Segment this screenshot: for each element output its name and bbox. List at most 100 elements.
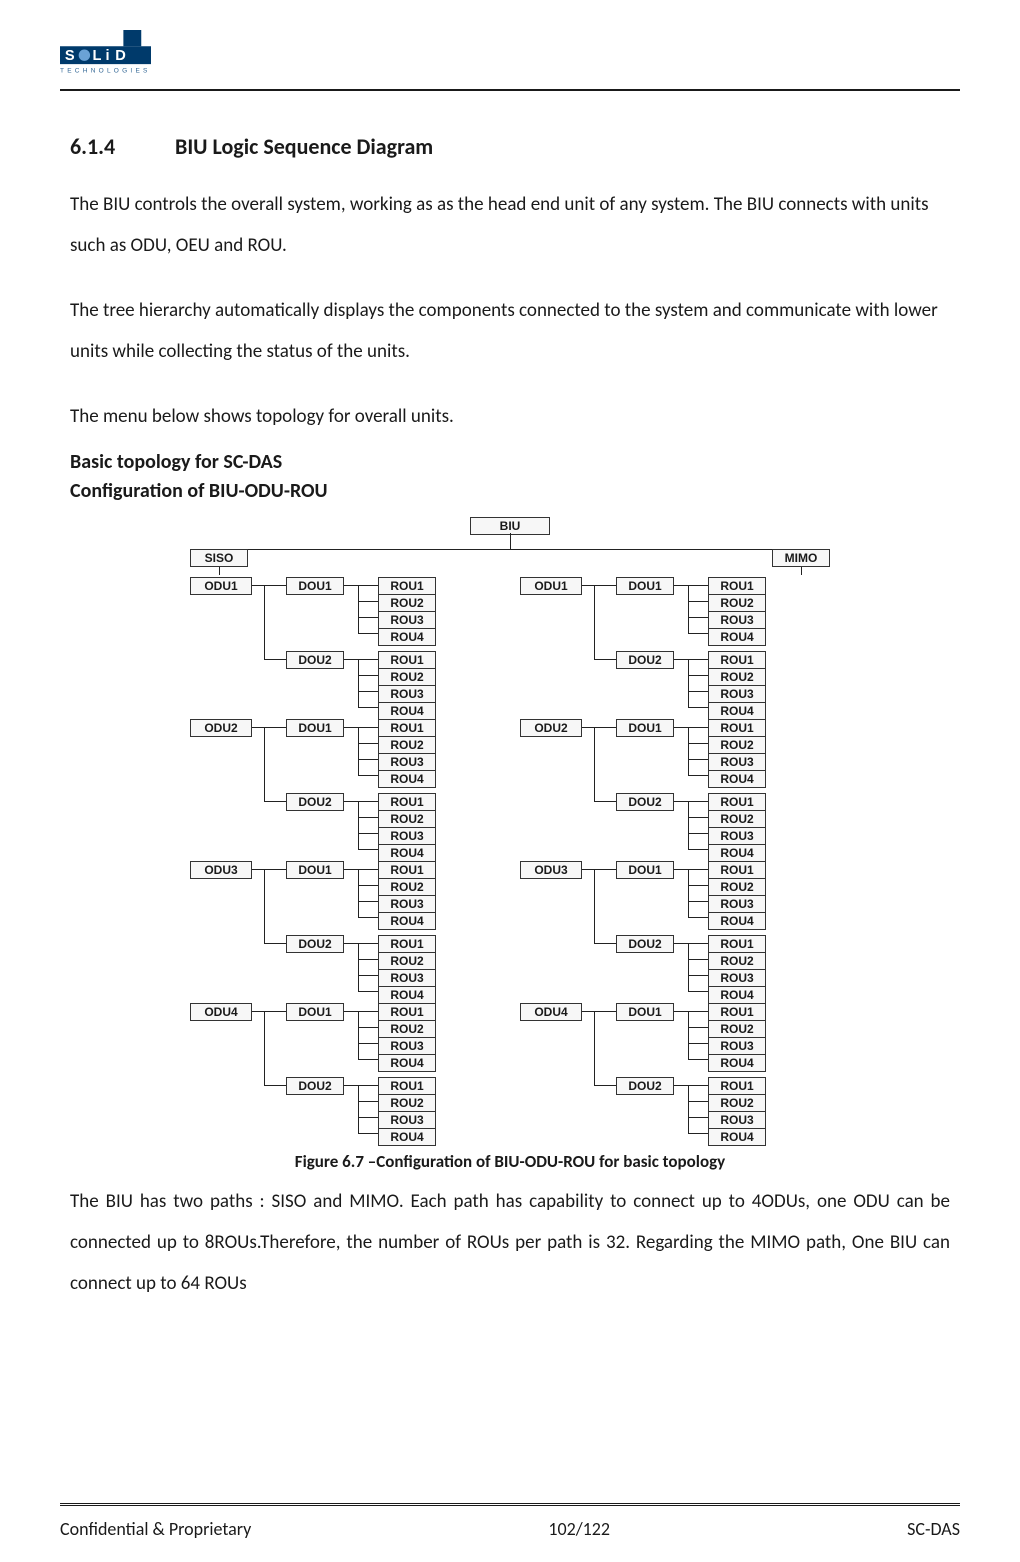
node-rou: ROU2 — [708, 668, 766, 686]
node-rou: ROU3 — [708, 753, 766, 771]
paragraph-4: The BIU has two paths : SISO and MIMO. E… — [70, 1182, 950, 1305]
node-rou: ROU2 — [378, 878, 436, 896]
footer-center: 102/122 — [548, 1518, 610, 1540]
node-rou: ROU3 — [378, 1037, 436, 1055]
node-rou: ROU1 — [708, 719, 766, 737]
node-dou: DOU2 — [616, 935, 674, 953]
node-rou: ROU3 — [378, 895, 436, 913]
brand-logo: S L i D TECHNOLOGIES — [60, 30, 960, 81]
node-rou: ROU3 — [708, 1037, 766, 1055]
page-footer: Confidential & Proprietary 102/122 SC-DA… — [60, 1518, 960, 1540]
node-rou: ROU1 — [708, 651, 766, 669]
node-dou: DOU2 — [286, 793, 344, 811]
svg-text:D: D — [115, 48, 127, 64]
node-rou: ROU2 — [708, 1094, 766, 1112]
node-rou: ROU2 — [378, 668, 436, 686]
node-rou: ROU2 — [378, 1094, 436, 1112]
node-rou: ROU4 — [378, 702, 436, 720]
node-rou: ROU3 — [708, 685, 766, 703]
paragraph-1: The BIU controls the overall system, wor… — [70, 185, 950, 267]
footer-right: SC-DAS — [907, 1518, 960, 1540]
node-odu: ODU4 — [190, 1003, 252, 1021]
node-rou: ROU3 — [378, 969, 436, 987]
node-dou: DOU2 — [286, 651, 344, 669]
node-rou: ROU2 — [708, 594, 766, 612]
node-rou: ROU3 — [378, 611, 436, 629]
node-rou: ROU1 — [708, 1003, 766, 1021]
node-dou: DOU1 — [616, 719, 674, 737]
header-rule — [60, 89, 960, 92]
svg-text:TECHNOLOGIES: TECHNOLOGIES — [60, 67, 151, 74]
subheading-basic-topology: Basic topology for SC-DAS — [70, 449, 950, 476]
node-rou: ROU3 — [378, 827, 436, 845]
node-rou: ROU1 — [378, 577, 436, 595]
node-dou: DOU1 — [286, 577, 344, 595]
node-rou: ROU2 — [708, 736, 766, 754]
node-rou: ROU2 — [378, 594, 436, 612]
node-dou: DOU1 — [286, 1003, 344, 1021]
node-rou: ROU2 — [378, 1020, 436, 1038]
svg-text:L: L — [93, 48, 104, 64]
node-rou: ROU4 — [708, 628, 766, 646]
node-rou: ROU3 — [378, 685, 436, 703]
node-rou: ROU4 — [378, 1054, 436, 1072]
svg-text:S: S — [65, 48, 76, 64]
node-rou: ROU1 — [378, 1003, 436, 1021]
node-rou: ROU3 — [708, 969, 766, 987]
section-title: BIU Logic Sequence Diagram — [175, 133, 433, 160]
node-rou: ROU3 — [378, 1111, 436, 1129]
node-rou: ROU4 — [708, 1054, 766, 1072]
node-dou: DOU1 — [616, 1003, 674, 1021]
node-odu: ODU1 — [520, 577, 582, 595]
node-rou: ROU4 — [708, 1128, 766, 1146]
node-rou: ROU1 — [378, 719, 436, 737]
node-dou: DOU1 — [286, 719, 344, 737]
topology-diagram: BIU SISOODU1DOU1ROU1ROU2ROU3ROU4DOU2ROU1… — [190, 515, 830, 1145]
node-rou: ROU1 — [708, 793, 766, 811]
node-rou: ROU4 — [378, 1128, 436, 1146]
node-rou: ROU1 — [378, 793, 436, 811]
node-dou: DOU1 — [616, 861, 674, 879]
node-dou: DOU1 — [286, 861, 344, 879]
node-rou: ROU1 — [708, 577, 766, 595]
section-number: 6.1.4 — [70, 132, 170, 162]
node-odu: ODU2 — [190, 719, 252, 737]
node-rou: ROU4 — [708, 986, 766, 1004]
node-rou: ROU3 — [708, 1111, 766, 1129]
node-rou: ROU1 — [378, 935, 436, 953]
node-rou: ROU1 — [708, 861, 766, 879]
footer-left: Confidential & Proprietary — [60, 1518, 251, 1540]
node-dou: DOU2 — [286, 1077, 344, 1095]
node-dou: DOU2 — [616, 793, 674, 811]
node-dou: DOU2 — [616, 651, 674, 669]
node-rou: ROU4 — [378, 628, 436, 646]
node-rou: ROU3 — [708, 611, 766, 629]
node-rou: ROU4 — [708, 770, 766, 788]
footer-rule — [60, 1503, 960, 1506]
node-rou: ROU4 — [708, 844, 766, 862]
paragraph-3: The menu below shows topology for overal… — [70, 397, 950, 438]
subheading-config: Configuration of BIU-ODU-ROU — [70, 478, 950, 505]
node-rou: ROU2 — [378, 952, 436, 970]
node-rou: ROU4 — [708, 702, 766, 720]
node-rou: ROU2 — [708, 878, 766, 896]
node-rou: ROU4 — [708, 912, 766, 930]
node-rou: ROU4 — [378, 844, 436, 862]
node-odu: ODU3 — [190, 861, 252, 879]
node-rou: ROU4 — [378, 770, 436, 788]
node-rou: ROU1 — [378, 651, 436, 669]
section-heading: 6.1.4 BIU Logic Sequence Diagram — [70, 132, 950, 162]
node-rou: ROU2 — [378, 736, 436, 754]
node-odu: ODU3 — [520, 861, 582, 879]
node-odu: ODU1 — [190, 577, 252, 595]
node-rou: ROU3 — [378, 753, 436, 771]
figure-caption: Figure 6.7 –Configuration of BIU-ODU-ROU… — [70, 1151, 950, 1174]
node-rou: ROU4 — [378, 912, 436, 930]
node-rou: ROU1 — [708, 1077, 766, 1095]
node-odu: ODU2 — [520, 719, 582, 737]
node-rou: ROU3 — [708, 827, 766, 845]
svg-text:i: i — [106, 48, 112, 64]
node-rou: ROU2 — [708, 1020, 766, 1038]
node-rou: ROU2 — [378, 810, 436, 828]
node-rou: ROU2 — [708, 952, 766, 970]
